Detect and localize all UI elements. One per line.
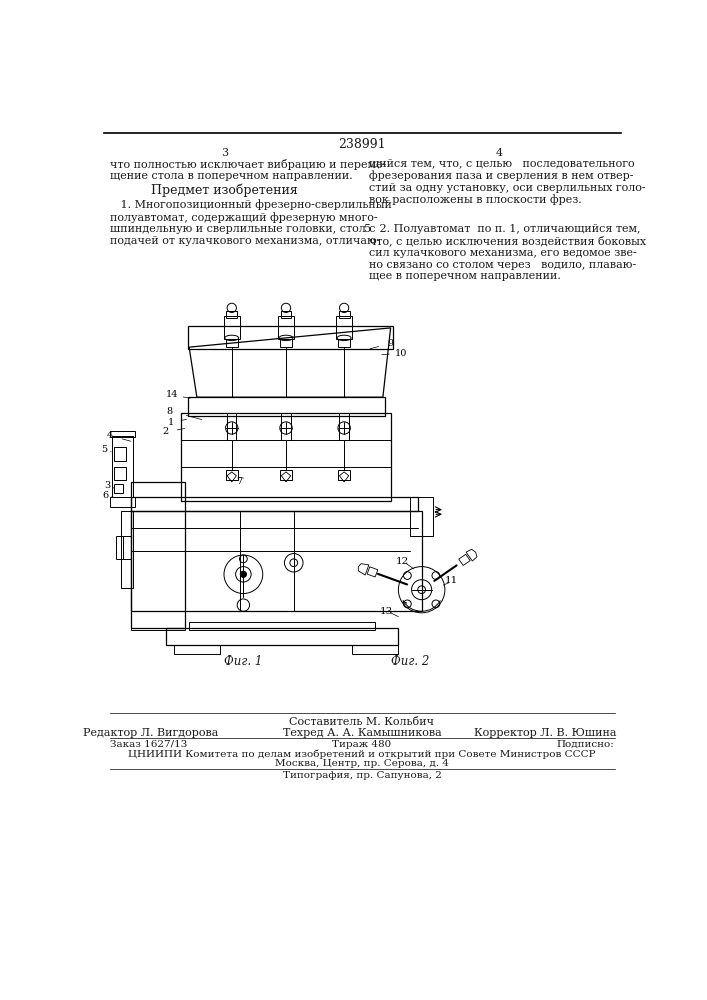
Bar [339,311,349,318]
Text: 8: 8 [167,407,173,416]
Text: 1: 1 [168,418,175,427]
Text: Фиг. 1: Фиг. 1 [224,655,262,668]
Text: 3: 3 [105,481,111,490]
Bar [110,431,135,437]
Text: 238991: 238991 [338,138,386,151]
Bar [114,447,126,461]
Text: Тираж 480: Тираж 480 [332,740,392,749]
Bar [281,413,291,440]
Bar [279,316,293,339]
Text: Техред А. А. Камышникова: Техред А. А. Камышникова [283,728,441,738]
Text: 11: 11 [445,576,457,585]
Bar [174,645,220,654]
Text: 3: 3 [221,148,228,158]
Text: 12: 12 [396,557,409,566]
Bar [131,497,418,511]
Text: Составитель М. Кольбич: Составитель М. Кольбич [289,717,434,727]
Bar [338,339,351,347]
Bar [114,466,126,480]
Bar [187,397,385,416]
Bar [280,339,292,347]
Bar [227,413,236,440]
Text: Подписно:: Подписно: [557,740,614,749]
Circle shape [240,571,247,577]
Text: 13: 13 [380,607,393,616]
Bar [114,484,123,493]
Bar [224,316,240,339]
Text: Корректор Л. В. Юшина: Корректор Л. В. Юшина [474,728,617,738]
Bar [110,497,135,507]
Text: 14: 14 [166,390,178,399]
Text: 6: 6 [103,491,108,500]
Bar [410,497,433,536]
Text: Редактор Л. Вигдорова: Редактор Л. Вигдорова [83,728,218,738]
Text: 2. Полуавтомат  по п. 1, отличающийся тем,
что, с целью исключения воздействия б: 2. Полуавтомат по п. 1, отличающийся тем… [369,224,646,281]
Text: Москва, Центр, пр. Серова, д. 4: Москва, Центр, пр. Серова, д. 4 [275,759,449,768]
Text: 7: 7 [236,477,243,486]
Text: 5: 5 [363,224,370,234]
Text: Типография, пр. Сапунова, 2: Типография, пр. Сапунова, 2 [283,771,441,780]
Bar [131,611,185,630]
Text: 5: 5 [101,445,107,454]
Bar [281,311,291,318]
Bar [226,339,238,347]
Bar [131,482,185,628]
Bar [131,511,421,611]
Bar [352,645,398,654]
Text: 4: 4 [107,431,113,440]
Bar [226,311,237,318]
Bar [337,316,352,339]
Bar [338,470,351,480]
Text: 10: 10 [395,349,407,358]
Text: 1. Многопозиционный фрезерно-сверлильный
полуавтомат, содержащий фрезерную много: 1. Многопозиционный фрезерно-сверлильный… [110,199,392,246]
Text: что полностью исключает вибрацию и переме-
щение стола в поперечном направлении.: что полностью исключает вибрацию и перем… [110,158,386,181]
Bar [339,413,349,440]
Bar [115,536,123,559]
Bar [182,413,391,501]
Bar [189,622,375,630]
Bar [280,470,292,480]
Text: 4: 4 [496,148,503,158]
Text: 9: 9 [387,339,394,348]
Text: Предмет изобретения: Предмет изобретения [151,184,298,197]
Bar [121,511,132,588]
Text: Заказ 1627/13: Заказ 1627/13 [110,740,187,749]
Text: Фиг. 2: Фиг. 2 [391,655,429,668]
Text: ЦНИИПИ Комитета по делам изобретений и открытий при Совете Министров СССР: ЦНИИПИ Комитета по делам изобретений и о… [128,750,596,759]
Text: щийся тем, что, с целью   последовательного
фрезерования паза и сверления в нем : щийся тем, что, с целью последовательног… [369,158,645,205]
Bar [112,436,134,497]
Bar [166,628,398,645]
Bar [187,326,393,349]
Bar [226,470,238,480]
Text: 2: 2 [163,427,169,436]
